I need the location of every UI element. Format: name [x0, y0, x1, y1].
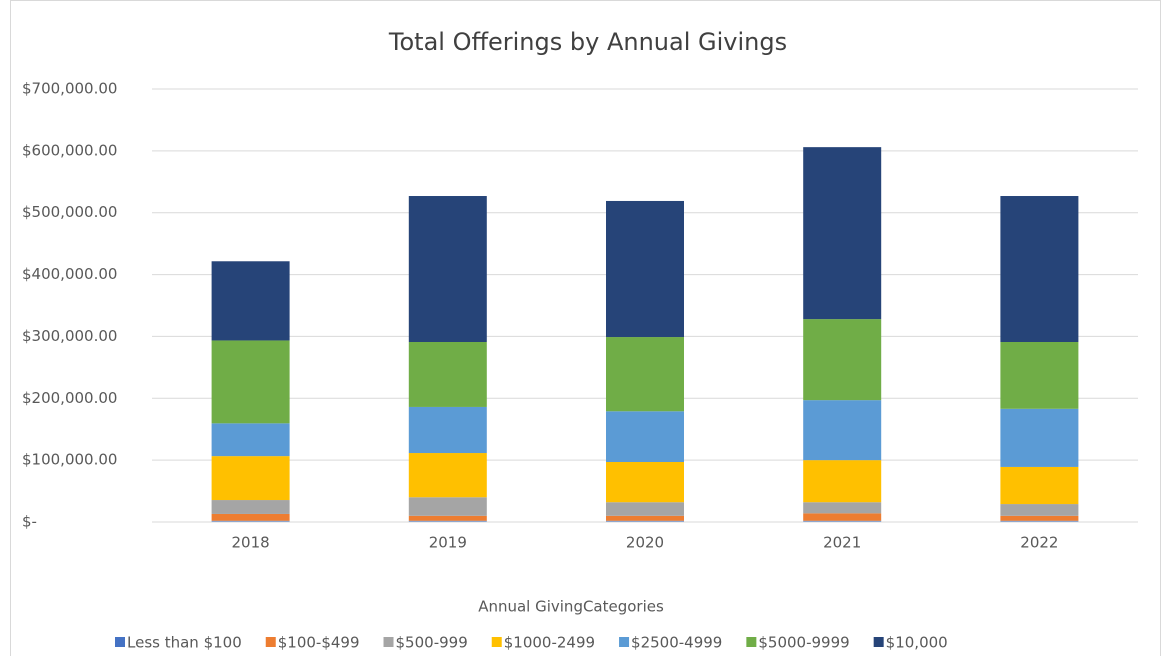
bar-segment [1000, 504, 1079, 516]
chart-border [10, 0, 1161, 656]
bar-segment [408, 497, 487, 516]
x-tick-label: 2018 [232, 534, 270, 552]
y-tick-label: $500,000.00 [22, 203, 117, 221]
bar-segment [606, 461, 684, 503]
bar-segment [606, 515, 684, 521]
bar-segment [606, 411, 684, 462]
legend-swatch [491, 637, 502, 647]
bar-segment [606, 502, 684, 516]
bar-segment [211, 520, 290, 522]
bar-segment [606, 337, 684, 412]
bar-segment [803, 319, 882, 401]
bar-segment [1000, 520, 1079, 522]
legend-label: $10,000 [886, 634, 948, 652]
legend-label: $5000-9999 [758, 634, 849, 652]
bar-segment [1000, 408, 1079, 467]
legend-swatch [619, 637, 630, 647]
bar-segment [211, 513, 290, 521]
x-tick-label: 2022 [1020, 534, 1058, 552]
bar-segment [211, 500, 290, 514]
bar-segment [408, 520, 487, 522]
bar-segment [803, 502, 882, 514]
legend-swatch [746, 637, 757, 647]
bar-segment [408, 515, 487, 521]
y-tick-label: $100,000.00 [22, 451, 117, 469]
y-tick-label: $600,000.00 [22, 141, 117, 159]
bar-segment [1000, 196, 1079, 342]
x-tick-label: 2020 [626, 534, 664, 552]
legend-swatch [873, 637, 884, 647]
bar-segment [803, 400, 882, 461]
bar-segment [1000, 515, 1079, 521]
legend-label: $1000-2499 [504, 634, 595, 652]
bar-segment [408, 196, 487, 342]
bar-segment [211, 456, 290, 501]
y-tick-label: $400,000.00 [22, 265, 117, 283]
y-tick-label: $- [22, 513, 37, 531]
bar-segment [211, 261, 290, 341]
chart-title: Total Offerings by Annual Givings [388, 28, 787, 56]
bar-segment [803, 460, 882, 503]
bar-segment [211, 340, 290, 424]
bar-segment [408, 453, 487, 498]
legend-swatch [265, 637, 276, 647]
bar-segment [408, 341, 487, 407]
bar-segment [606, 200, 684, 338]
x-tick-label: 2019 [429, 534, 467, 552]
bar-segment [1000, 466, 1079, 505]
bar-segment [803, 513, 882, 521]
x-tick-label: 2021 [823, 534, 861, 552]
legend-swatch [115, 637, 125, 647]
bar-segment [606, 520, 684, 522]
legend-label: Less than $100 [127, 634, 242, 652]
bar-segment [803, 520, 882, 522]
legend-swatch [383, 637, 394, 647]
legend-label: $500-999 [396, 634, 468, 652]
y-tick-label: $200,000.00 [22, 389, 117, 407]
legend-label: $100-$499 [278, 634, 360, 652]
legend-label: $2500-4999 [631, 634, 722, 652]
bar-segment [211, 423, 290, 457]
bar-segment [408, 406, 487, 454]
bar-segment [803, 147, 882, 320]
y-tick-label: $300,000.00 [22, 327, 117, 345]
x-axis-title: Annual GivingCategories [478, 598, 664, 616]
bar-segment [1000, 341, 1079, 409]
y-tick-label: $700,000.00 [22, 80, 117, 98]
